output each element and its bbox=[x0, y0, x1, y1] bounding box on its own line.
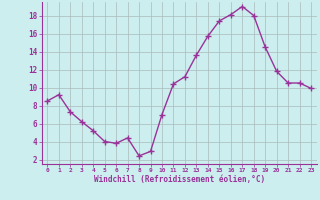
X-axis label: Windchill (Refroidissement éolien,°C): Windchill (Refroidissement éolien,°C) bbox=[94, 175, 265, 184]
